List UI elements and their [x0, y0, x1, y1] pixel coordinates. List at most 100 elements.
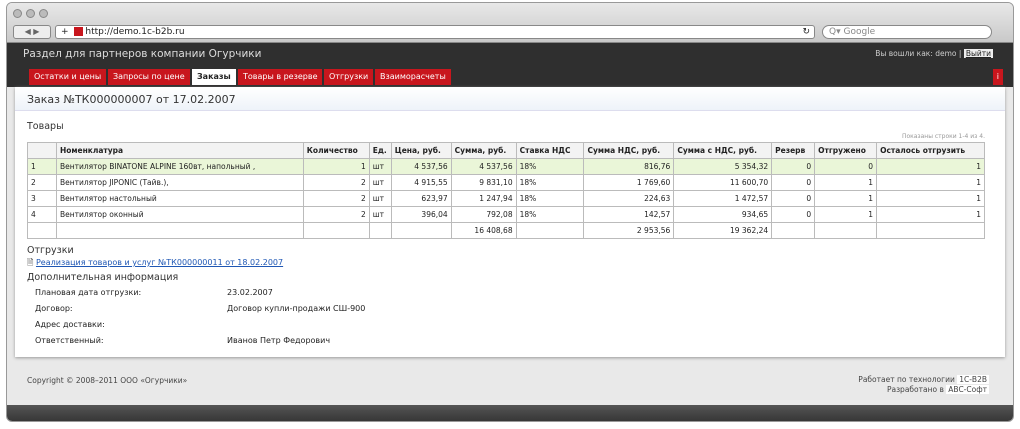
- table-cell: 792,08: [450, 206, 517, 223]
- table-cell: 1: [27, 158, 57, 175]
- rows-shown: Показаны строки 1-4 из 4.: [901, 133, 985, 140]
- table-cell: 142,57: [583, 206, 675, 223]
- zoom-button[interactable]: [39, 9, 48, 18]
- table-cell: 4 537,56: [450, 158, 517, 175]
- tab[interactable]: Взаиморасчеты: [375, 69, 451, 85]
- table-cell: 1: [814, 174, 878, 191]
- table-cell: [302, 222, 370, 239]
- field-label: Ответственный:: [35, 336, 104, 345]
- table-cell: 19 362,24: [673, 222, 773, 239]
- table-cell: 1 247,94: [450, 190, 517, 207]
- site-title: Раздел для партнеров компании Огурчики: [23, 48, 262, 60]
- table-cell: 2: [27, 174, 57, 191]
- tab[interactable]: Запросы по цене: [108, 69, 190, 85]
- table-cell: 816,76: [583, 158, 675, 175]
- field-value: Иванов Петр Федорович: [227, 336, 331, 345]
- tech-name: 1С-B2B: [957, 375, 989, 384]
- table-cell: 934,65: [673, 206, 773, 223]
- table-cell: 18%: [515, 174, 585, 191]
- table-cell: 18%: [515, 158, 585, 175]
- table-row: 4 Вентилятор оконный 2 шт 396,04 792,08 18% 142…: [27, 206, 985, 223]
- header-cell: [27, 142, 57, 159]
- header-cell: Отгружено: [814, 142, 878, 159]
- reload-button[interactable]: ↻: [802, 27, 810, 37]
- table-row: 1 Вентилятор BINATONE ALPINE 160вт, напол…: [27, 158, 985, 175]
- header-cell: Количество: [302, 142, 370, 159]
- table-cell: 4 915,55: [390, 174, 452, 191]
- tab[interactable]: Заказы: [192, 69, 236, 85]
- table-cell: 1: [876, 158, 985, 175]
- table-cell: 16 408,68: [450, 222, 517, 239]
- minimize-button[interactable]: [26, 9, 35, 18]
- field-value: 23.02.2007: [227, 288, 273, 297]
- table-cell: Вентилятор BINATONE ALPINE 160вт, наполь…: [55, 158, 304, 175]
- table-cell: Вентилятор оконный: [55, 206, 304, 223]
- header-cell: Осталось отгрузить: [876, 142, 985, 159]
- section-title: Дополнительная информация: [27, 272, 179, 283]
- table-cell: [368, 222, 392, 239]
- site-header: Раздел для партнеров компании Огурчики В…: [7, 43, 1013, 87]
- field-label: Договор:: [35, 304, 73, 313]
- table-row: 3 Вентилятор настольный 2 шт 623,97 1 247,94 1…: [27, 190, 985, 207]
- table-cell: 1: [814, 190, 878, 207]
- tab[interactable]: Товары в резерве: [238, 69, 323, 85]
- shipment-link[interactable]: Реализация товаров и услуг №ТК000000011 …: [35, 258, 284, 267]
- table-cell: 2: [302, 190, 370, 207]
- table-cell: [27, 222, 57, 239]
- header-cell: Цена, руб.: [390, 142, 452, 159]
- table-row: 2 Вентилятор JIPONIC (Тайв.), 2 шт 4 915,55 9…: [27, 174, 985, 191]
- order-title: Заказ №ТК000000007 от 17.02.2007: [27, 93, 236, 106]
- table-cell: 1: [814, 206, 878, 223]
- info-button[interactable]: i: [992, 69, 1003, 85]
- header-cell: Сумма, руб.: [450, 142, 517, 159]
- footer-credits: Работает по технологии 1С-B2B Разработан…: [858, 375, 989, 395]
- dev-label: Разработано в: [886, 385, 944, 394]
- tab[interactable]: Остатки и цены: [29, 69, 107, 85]
- table-cell: 11 600,70: [673, 174, 773, 191]
- url: http://demo.1c-b2b.ru: [85, 27, 185, 37]
- back-forward[interactable]: ◀ ▶: [13, 25, 51, 39]
- section-title: Отгрузки: [27, 245, 74, 256]
- table-cell: [390, 222, 452, 239]
- header-cell: Сумма НДС, руб.: [583, 142, 675, 159]
- tab[interactable]: Отгрузки: [324, 69, 374, 85]
- table-cell: Вентилятор JIPONIC (Тайв.),: [55, 174, 304, 191]
- add-button[interactable]: +: [61, 27, 69, 37]
- table-cell: 9 831,10: [450, 174, 517, 191]
- table-cell: шт: [368, 190, 392, 207]
- table-cell: 1: [302, 158, 370, 175]
- table-cell: 623,97: [390, 190, 452, 207]
- table-cell: 4 537,56: [390, 158, 452, 175]
- shipment-item: 🗎 Реализация товаров и услуг №ТК00000001…: [27, 258, 284, 267]
- table-cell: 5 354,32: [673, 158, 773, 175]
- table-cell: 224,63: [583, 190, 675, 207]
- table-cell: 1 769,60: [583, 174, 675, 191]
- table-cell: 3: [27, 190, 57, 207]
- logout-link[interactable]: Выйти: [963, 49, 993, 58]
- login-info: Вы вошли как: demo | Выйти: [875, 49, 993, 58]
- table-cell: 18%: [515, 190, 585, 207]
- table-cell: [814, 222, 878, 239]
- table-cell: [515, 222, 585, 239]
- copyright: Copyright © 2008–2011 ООО «Огурчики»: [27, 376, 188, 385]
- login-label: Вы вошли как: demo: [875, 49, 957, 58]
- address-bar[interactable]: + http://demo.1c-b2b.ru ↻: [55, 25, 815, 39]
- table-cell: 0: [771, 190, 816, 207]
- table-cell: 4: [27, 206, 57, 223]
- content-panel: Заказ №ТК000000007 от 17.02.2007 Товары …: [15, 87, 1005, 357]
- field-label: Плановая дата отгрузки:: [35, 288, 142, 297]
- table-cell: 0: [771, 174, 816, 191]
- table-cell: шт: [368, 158, 392, 175]
- goods-table: Номенклатура Количество Ед. Цена, руб. Сумма…: [27, 142, 985, 239]
- table-cell: 0: [771, 158, 816, 175]
- search-box[interactable]: Q▾ Google: [822, 25, 992, 39]
- header-cell: Резерв: [771, 142, 816, 159]
- field-label: Адрес доставки:: [35, 320, 105, 329]
- table-cell: 1: [876, 206, 985, 223]
- header-cell: Ставка НДС: [515, 142, 585, 159]
- close-button[interactable]: [13, 9, 22, 18]
- table-cell: [55, 222, 304, 239]
- table-cell: [876, 222, 985, 239]
- field-value: Договор купли-продажи СШ-900: [227, 304, 366, 313]
- status-bar: [7, 405, 1013, 421]
